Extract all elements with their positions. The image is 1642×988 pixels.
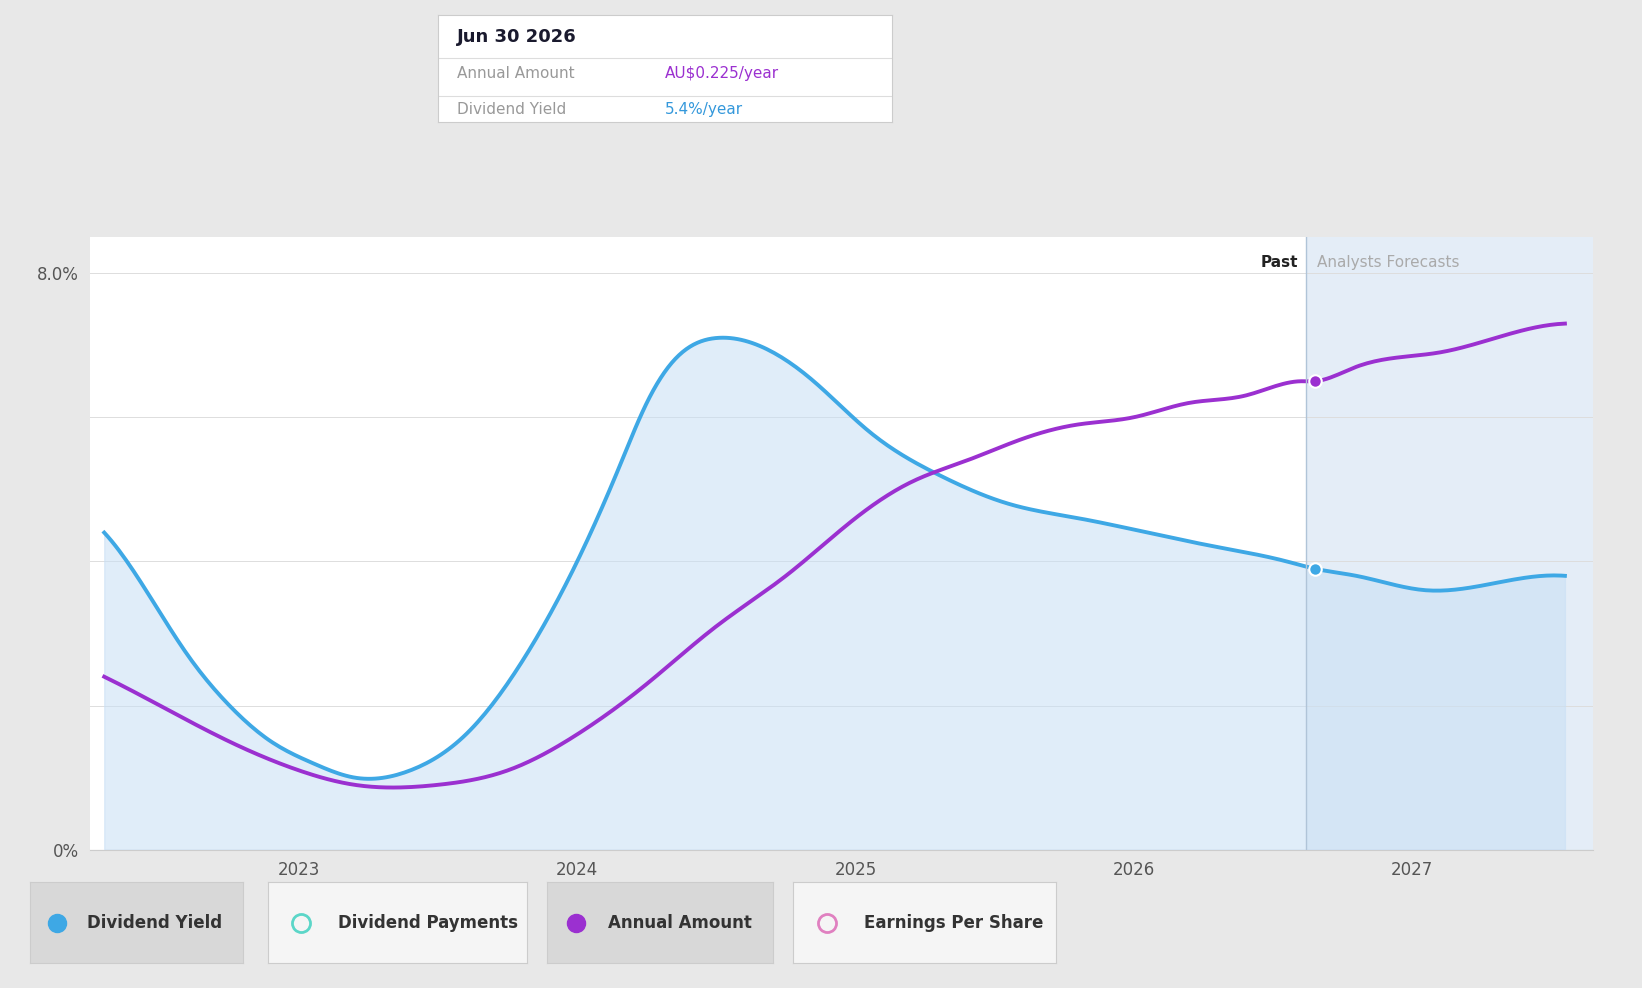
Text: AU$0.225/year: AU$0.225/year xyxy=(665,66,780,81)
Text: 5.4%/year: 5.4%/year xyxy=(665,103,744,118)
Text: Earnings Per Share: Earnings Per Share xyxy=(864,914,1043,932)
Text: Dividend Yield: Dividend Yield xyxy=(87,914,222,932)
Text: Dividend Payments: Dividend Payments xyxy=(338,914,517,932)
Text: Jun 30 2026: Jun 30 2026 xyxy=(456,28,576,45)
Text: Annual Amount: Annual Amount xyxy=(608,914,752,932)
Text: Past: Past xyxy=(1261,256,1297,271)
Bar xyxy=(1305,237,1593,850)
Text: Analysts Forecasts: Analysts Forecasts xyxy=(1317,256,1460,271)
Text: Annual Amount: Annual Amount xyxy=(456,66,575,81)
Text: Dividend Yield: Dividend Yield xyxy=(456,103,566,118)
